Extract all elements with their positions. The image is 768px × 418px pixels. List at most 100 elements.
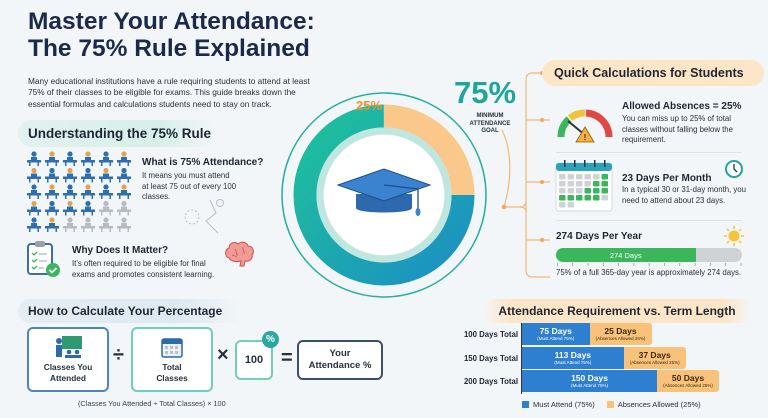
student-desk-icon: [117, 200, 131, 216]
graduation-cap-icon: [336, 168, 432, 216]
bar-must-attend: 75 Days (Must Attend 75%): [522, 323, 590, 345]
attendance-people-grid-icon: [27, 151, 131, 232]
student-desk-icon: [117, 184, 131, 199]
bar-absences-allowed: 50 Days (Absences Allowed 25%): [657, 370, 719, 392]
calendar-day: [576, 188, 583, 194]
calendar-day: [584, 188, 591, 194]
absence-percent: 25%: [356, 98, 383, 113]
equals-operator: =: [281, 347, 293, 369]
student-desk-icon: [45, 200, 59, 216]
multiply-operator: ×: [217, 344, 229, 366]
calendar-day: [567, 188, 574, 194]
legend-swatch-absence: [606, 401, 614, 408]
calendar-day: [593, 181, 600, 187]
teacher-class-icon: [56, 336, 82, 358]
student-desk-icon: [63, 200, 77, 216]
calendar-icon: [161, 338, 183, 358]
calendar-day: [593, 174, 600, 180]
clock-icon: [725, 160, 743, 178]
bar-absences-allowed: 37 Days (Absences Allowed 25%): [623, 347, 686, 369]
student-desk-icon: [45, 151, 59, 166]
what-text: It means you must attend at least 75 out…: [142, 171, 237, 201]
chart-category-label: 100 Days Total: [463, 330, 518, 339]
gauge-warning-icon: !: [557, 109, 613, 143]
absences-text: You can miss up to 25% of total classes …: [622, 114, 733, 144]
calendar-day: [567, 174, 574, 180]
intro-text: Many educational institutions have a rul…: [28, 76, 310, 109]
bar-sub-label: (Must Attend 75%): [554, 359, 592, 365]
result-box: Your Attendance %: [297, 340, 383, 380]
total-label: Total Classes: [156, 362, 188, 383]
student-desk-icon: [99, 151, 113, 166]
calendar-day: [601, 195, 608, 201]
calendar-day: [559, 174, 566, 180]
calendar-day: [567, 195, 574, 201]
result-label: Your Attendance %: [308, 348, 372, 371]
calendar-day: [559, 202, 566, 208]
calendar-day: [559, 181, 566, 187]
calc-heading: How to Calculate Your Percentage: [18, 299, 243, 323]
year-ticks: [557, 263, 742, 266]
student-desk-icon: [27, 184, 41, 199]
quick-heading: Quick Calculations for Students: [542, 60, 764, 86]
absences-title: Allowed Absences = 25%: [622, 101, 742, 112]
chart-category-label: 200 Days Total: [463, 377, 518, 386]
page-title: Master Your Attendance: The 75% Rule Exp…: [28, 8, 315, 62]
student-desk-icon: [99, 167, 113, 183]
student-desk-icon: [117, 217, 131, 232]
year-title: 274 Days Per Year: [556, 231, 643, 242]
student-desk-icon: [81, 151, 95, 166]
calendar-day: [567, 202, 574, 208]
bar-value-label: 37 Days: [638, 349, 671, 360]
student-desk-icon: [45, 217, 59, 232]
attended-label: Classes You Attended: [43, 362, 93, 383]
calendar-day: [584, 195, 591, 201]
calendar-day: [576, 174, 583, 180]
legend-label-absence: Absences Allowed (25%): [617, 400, 701, 409]
clipboard-check-icon: [27, 241, 60, 277]
bar-sub-label: (Absences Allowed 25%): [595, 335, 646, 341]
student-desk-icon: [45, 167, 59, 183]
svg-text:!: !: [584, 133, 587, 142]
student-desk-icon: [27, 217, 41, 232]
what-title: What is 75% Attendance?: [142, 157, 264, 168]
inner-ring: [316, 127, 452, 263]
calendar-day: [601, 174, 608, 180]
total-box: Total Classes: [131, 327, 213, 392]
title-line-2: The 75% Rule Explained: [28, 35, 310, 62]
why-text: It's often required to be eligible for f…: [72, 259, 215, 279]
student-desk-icon: [81, 200, 95, 216]
bar-value-label: 25 Days: [604, 325, 637, 336]
goal-percent: 75%: [454, 75, 517, 110]
student-desk-icon: [63, 184, 77, 199]
student-desk-icon: [45, 184, 59, 199]
chart-axis: [521, 323, 522, 394]
goal-label-line: GOAL: [481, 128, 499, 134]
student-desk-icon: [63, 217, 77, 232]
year-text: 75% of a full 365-day year is approximat…: [556, 268, 742, 277]
calendar-day: [559, 195, 566, 201]
calendar-day: [576, 195, 583, 201]
brain-icon: [225, 241, 254, 267]
student-desk-icon: [81, 167, 95, 183]
year-bar-label: 274 Days: [609, 250, 642, 260]
chart-legend: Must Attend (75%) Absences Allowed (25%): [522, 400, 701, 409]
year-progress-fill: 274 Days: [556, 248, 696, 262]
legend-swatch-must: [522, 401, 529, 408]
title-line-1: Master Your Attendance:: [28, 8, 315, 35]
calendar-day: [601, 181, 608, 187]
student-desk-icon: [99, 217, 113, 232]
bar-absences-allowed: 25 Days (Absences Allowed 25%): [589, 323, 652, 345]
bar-must-attend: 150 Days (Must Attend 75%): [522, 370, 657, 392]
student-desk-icon: [27, 200, 41, 216]
decorative-doodle-icon: [184, 199, 224, 234]
bar-value-label: 150 Days: [571, 372, 608, 383]
month-text: In a typical 30 or 31-day month, you nee…: [622, 185, 746, 205]
attendance-goal-donut: [281, 92, 487, 298]
bar-sub-label: (Must Attend 75%): [537, 335, 575, 341]
hundred-value: 100: [244, 353, 264, 366]
calendar-day: [584, 181, 591, 187]
divider: [556, 220, 742, 221]
sun-icon: [724, 226, 744, 246]
why-title: Why Does It Matter?: [72, 245, 169, 256]
